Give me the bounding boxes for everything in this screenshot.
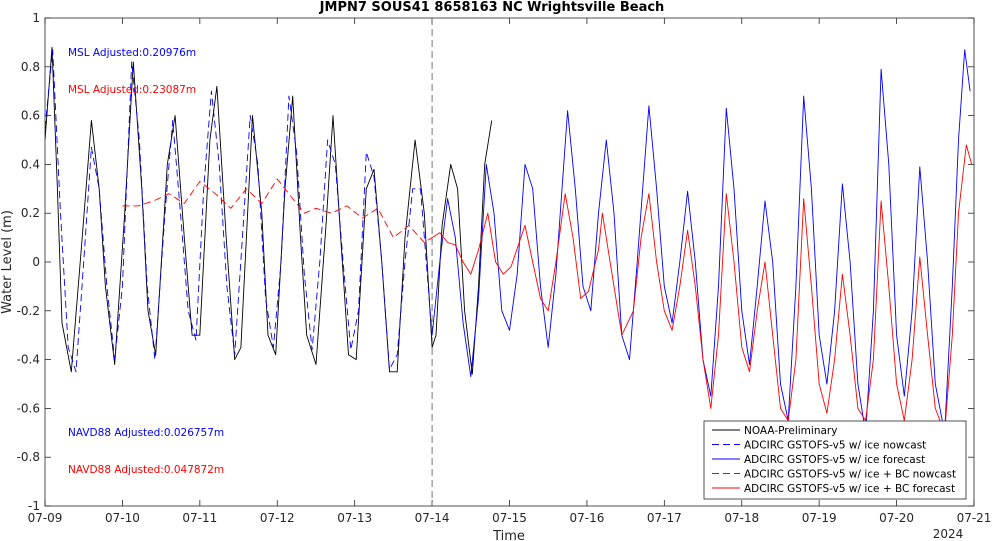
annotation-msl-red: MSL Adjusted:0.23087m: [68, 84, 196, 96]
y-tick-label: -0.4: [17, 353, 40, 367]
x-tick-label: 07-15: [492, 511, 527, 525]
x-tick-label: 07-16: [569, 511, 604, 525]
y-tick-label: -0.8: [17, 450, 40, 464]
y-tick-label: 0.2: [21, 206, 40, 220]
y-tick-label: -0.6: [17, 401, 40, 415]
series-line-adcirc-gstofs-v5-w-ice-bc-nowcast: [122, 178, 433, 243]
chart-title: JMPN7 SOUS41 8658163 NC Wrightsville Bea…: [319, 0, 665, 15]
x-axis-title: Time: [492, 529, 525, 541]
y-tick-label: -0.2: [17, 304, 40, 318]
x-year-label: 2024: [933, 527, 964, 541]
legend-label: ADCIRC GSTOFS-v5 w/ ice nowcast: [744, 440, 926, 452]
x-tick-label: 07-13: [337, 511, 372, 525]
y-tick-label: 1: [32, 11, 40, 25]
annotation-navd88-red: NAVD88 Adjusted:0.047872m: [68, 464, 224, 476]
x-tick-label: 07-09: [28, 511, 63, 525]
series-line-adcirc-gstofs-v5-w-ice-nowcast: [45, 49, 433, 373]
x-tick-label: 07-19: [802, 511, 837, 525]
legend-entries: NOAA-Preliminary ADCIRC GSTOFS-v5 w/ ice …: [712, 425, 956, 495]
x-tick-label: 07-20: [879, 511, 914, 525]
y-axis-title: Water Level (m): [0, 210, 15, 314]
x-tick-label: 07-18: [724, 511, 759, 525]
legend-box: [703, 420, 967, 500]
x-tick-label: 07-14: [415, 511, 450, 525]
y-axis-ticks: -1 -0.8 -0.6 -0.4 -0.2 0 0.2 0.4 0.6 0.8 1: [17, 11, 974, 513]
legend-label: ADCIRC GSTOFS-v5 w/ ice forecast: [744, 454, 925, 466]
legend-label: NOAA-Preliminary: [744, 425, 837, 437]
x-tick-label: 07-21: [957, 511, 992, 525]
series-layer: [45, 46, 973, 434]
y-tick-label: 0.8: [21, 60, 40, 74]
y-tick-label: 0.4: [21, 157, 40, 171]
x-tick-label: 07-12: [260, 511, 295, 525]
x-axis-ticks: 07-09 07-10 07-11 07-12 07-13 07-14 07-15 07-16…: [28, 18, 992, 525]
y-tick-label: 0.6: [21, 109, 40, 123]
annotation-msl-blue: MSL Adjusted:0.20976m: [68, 47, 196, 59]
legend-label: ADCIRC GSTOFS-v5 w/ ice + BC forecast: [744, 483, 955, 495]
x-tick-label: 07-10: [105, 511, 140, 525]
series-line-adcirc-gstofs-v5-w-ice-forecast: [431, 49, 971, 434]
x-tick-label: 07-11: [182, 511, 217, 525]
y-tick-label: -1: [28, 499, 40, 513]
series-line-adcirc-gstofs-v5-w-ice-bc-forecast: [431, 144, 973, 434]
legend-label: ADCIRC GSTOFS-v5 w/ ice + BC nowcast: [744, 469, 956, 481]
x-tick-label: 07-17: [647, 511, 682, 525]
y-tick-label: 0: [32, 255, 40, 269]
annotation-navd88-blue: NAVD88 Adjusted:0.026757m: [68, 427, 224, 439]
legend: NOAA-Preliminary ADCIRC GSTOFS-v5 w/ ice …: [703, 420, 967, 500]
